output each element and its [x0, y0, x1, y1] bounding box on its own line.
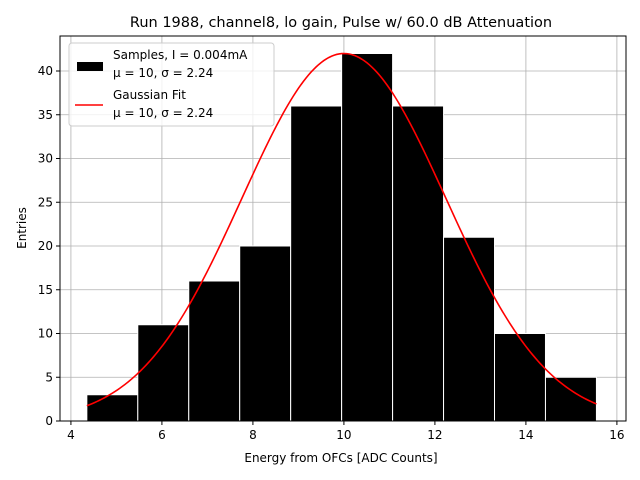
x-tick-label: 14 — [518, 428, 533, 442]
legend-label-fit: Gaussian Fit — [113, 88, 186, 102]
y-tick-label: 25 — [38, 195, 53, 209]
plot-frame — [59, 35, 627, 422]
y-tick-label: 10 — [38, 327, 53, 341]
histogram-bar — [544, 376, 597, 422]
y-tick-label: 15 — [38, 283, 53, 297]
histogram-bar — [443, 236, 496, 422]
gaussian-fit-curve — [86, 52, 597, 407]
x-tick-label: 6 — [158, 428, 166, 442]
histogram-bars — [86, 53, 597, 422]
legend-swatch-samples — [77, 62, 103, 71]
x-tick-label: 4 — [67, 428, 75, 442]
x-tick-label: 10 — [336, 428, 351, 442]
legend-label-samples: Samples, I = 0.004mA — [113, 48, 248, 62]
histogram-bar — [341, 53, 394, 422]
legend: Samples, I = 0.004mA μ = 10, σ = 2.24 Ga… — [68, 42, 275, 127]
y-axis-label: Entries — [15, 207, 29, 249]
histogram-bar — [392, 105, 445, 422]
histogram-bar — [86, 394, 139, 422]
y-tick-label: 5 — [45, 370, 53, 384]
x-tick-label: 8 — [249, 428, 257, 442]
legend-frame — [68, 42, 275, 127]
histogram-bar — [137, 324, 190, 422]
legend-stats-fit: μ = 10, σ = 2.24 — [113, 106, 213, 120]
chart-title: Run 1988, channel8, lo gain, Pulse w/ 60… — [130, 15, 552, 31]
x-axis-label: Energy from OFCs [ADC Counts] — [244, 451, 437, 465]
y-tick-label: 35 — [38, 108, 53, 122]
y-axis-ticks: 0 5 10 15 20 25 30 35 40 — [38, 64, 60, 428]
y-tick-label: 30 — [38, 152, 53, 166]
histogram-bar — [494, 333, 546, 422]
histogram-bar — [290, 105, 343, 422]
x-tick-label: 16 — [609, 428, 624, 442]
y-tick-label: 40 — [38, 64, 53, 78]
y-tick-label: 20 — [38, 239, 53, 253]
y-tick-label: 0 — [45, 414, 53, 428]
legend-stats-samples: μ = 10, σ = 2.24 — [113, 66, 213, 80]
histogram-bar — [239, 245, 292, 422]
x-axis-ticks: 4 6 8 10 12 14 16 — [67, 421, 625, 442]
x-tick-label: 12 — [427, 428, 442, 442]
histogram-bar — [188, 280, 241, 422]
